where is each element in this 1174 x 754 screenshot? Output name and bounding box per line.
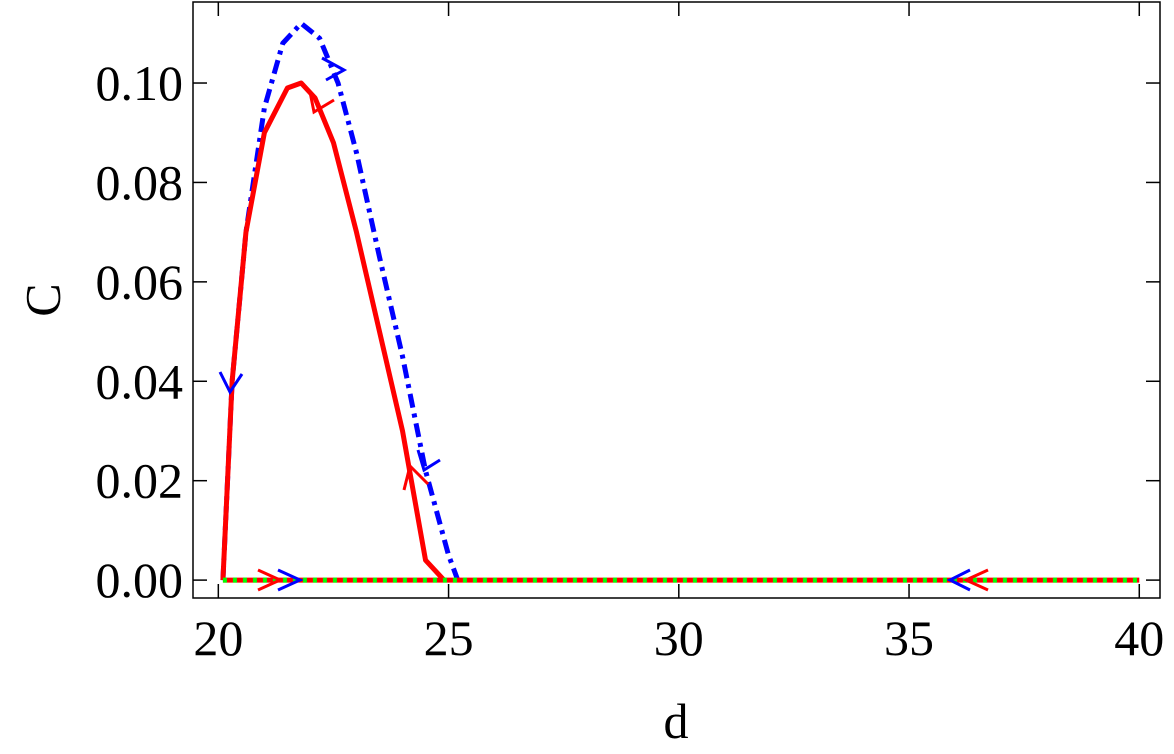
direction-arrows: [218, 56, 989, 592]
y-tick-label: 0.00: [96, 552, 184, 608]
x-tick-label: 20: [193, 610, 243, 666]
arrow: [416, 449, 441, 473]
y-tick-label: 0.10: [96, 55, 184, 111]
y-tick-label: 0.04: [96, 353, 184, 409]
arrow: [257, 568, 284, 592]
series-line: [220, 80, 446, 582]
x-axis-label: d: [664, 693, 689, 749]
y-tick-label: 0.06: [96, 254, 184, 310]
y-axis-label: C: [14, 283, 70, 316]
series-line: [220, 20, 461, 581]
arrow: [402, 463, 430, 491]
arrow: [218, 371, 244, 395]
y-tick-label: 0.02: [96, 453, 184, 509]
x-tick-label: 40: [1114, 610, 1164, 666]
x-tick-label: 25: [424, 610, 474, 666]
arrow: [308, 91, 335, 115]
x-tick-label: 35: [884, 610, 934, 666]
plot-frame: [192, 1, 1161, 599]
arrow: [946, 568, 971, 592]
arrow: [277, 568, 304, 592]
x-tick-label: 30: [654, 610, 704, 666]
arrow: [321, 56, 348, 82]
y-tick-label: 0.08: [96, 154, 184, 210]
arrow: [962, 568, 989, 592]
